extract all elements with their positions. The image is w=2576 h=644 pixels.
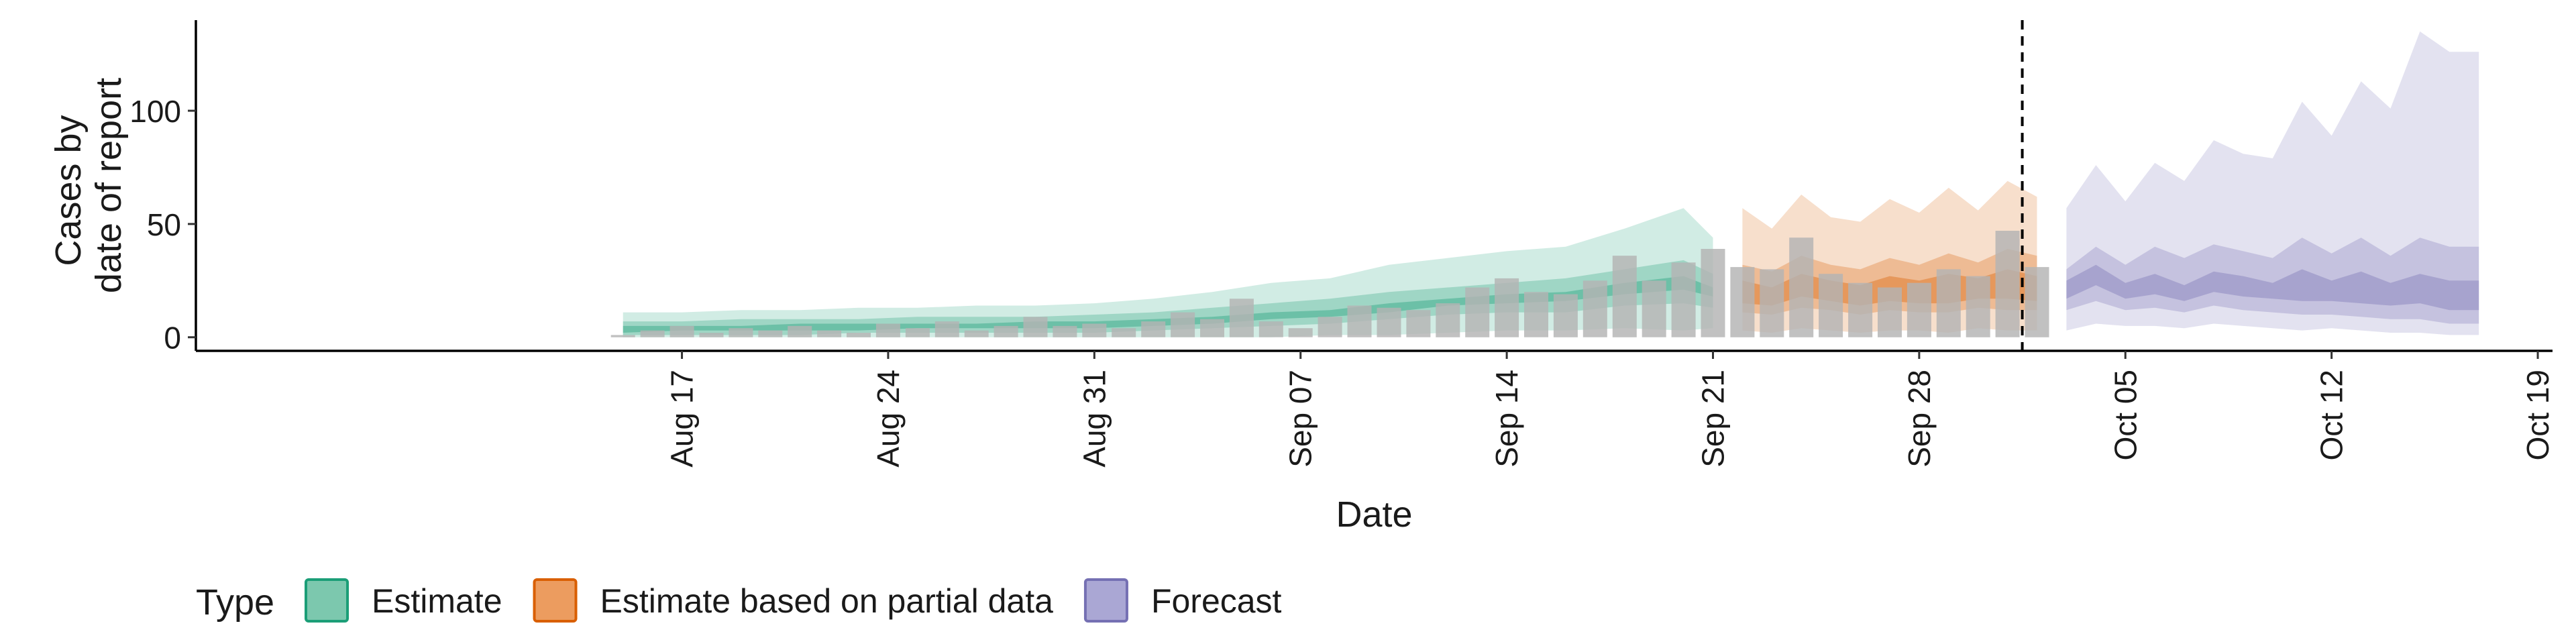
band-90: [1742, 180, 2037, 333]
legend-key-partial: [533, 578, 578, 623]
case-bar: [1760, 269, 1784, 337]
x-tick-label: Sep 21: [1695, 370, 1730, 468]
case-bar: [1995, 231, 2020, 337]
case-bar: [1288, 328, 1313, 337]
case-bar: [1318, 317, 1342, 337]
case-bar: [1966, 276, 1990, 337]
case-bar: [1171, 312, 1195, 337]
case-bar: [1141, 321, 1166, 337]
case-bar: [669, 325, 694, 337]
series-1: [1742, 180, 2037, 333]
case-bar: [964, 330, 989, 337]
case-bar: [1023, 317, 1048, 337]
y-axis-title-line-2: date of report: [89, 78, 129, 293]
band-50: [1742, 249, 2037, 315]
legend-key-forecast: [1083, 578, 1128, 623]
y-tick-label: 100: [129, 94, 181, 129]
case-bar: [1229, 299, 1254, 337]
x-tick-label: Sep 07: [1283, 370, 1318, 468]
case-bar: [934, 321, 959, 337]
legend-label: Forecast: [1151, 582, 1282, 620]
case-bar: [729, 328, 753, 337]
series-0: [623, 208, 1713, 337]
case-bar: [788, 325, 812, 337]
case-bar: [1642, 280, 1666, 337]
case-bar: [2025, 267, 2049, 337]
legend: Type Estimate Estimate based on partial d…: [196, 578, 1282, 623]
x-tick-label: Oct 05: [2108, 370, 2143, 461]
case-bar: [817, 330, 842, 337]
case-bar: [847, 333, 871, 337]
x-axis-title: Date: [1336, 494, 1412, 535]
band-90: [2066, 31, 2479, 335]
x-tick-label: Aug 24: [871, 370, 906, 468]
case-bar: [1936, 269, 1961, 337]
y-tick-label: 0: [164, 321, 181, 356]
series-2: [2066, 31, 2479, 335]
band-20: [2066, 264, 2479, 311]
case-bar: [1436, 303, 1460, 337]
case-bar: [758, 330, 783, 337]
case-bar: [1612, 256, 1637, 337]
case-bar: [1907, 282, 1931, 337]
x-tick-label: Sep 28: [1902, 370, 1937, 468]
case-bar: [1789, 237, 1814, 337]
case-bar: [699, 333, 724, 337]
band-20: [623, 276, 1713, 333]
case-bar: [1200, 319, 1224, 337]
case-bar: [1848, 282, 1873, 337]
case-bar: [1701, 249, 1725, 337]
legend-title: Type: [196, 582, 274, 623]
case-bar: [1112, 328, 1136, 337]
case-bar: [1671, 262, 1696, 337]
case-bar: [1406, 310, 1431, 337]
band-20: [1742, 269, 2037, 306]
x-tick-label: Oct 19: [2520, 370, 2555, 461]
case-bar: [1524, 292, 1548, 337]
plot-area: [610, 20, 2479, 351]
legend-key-estimate: [305, 578, 349, 623]
case-bar: [1258, 321, 1283, 337]
case-bar: [1465, 287, 1490, 337]
legend-label: Estimate based on partial data: [600, 582, 1054, 620]
case-bar: [610, 335, 635, 337]
case-bar: [1553, 294, 1578, 337]
case-bar: [1730, 267, 1755, 337]
x-tick-label: Aug 17: [665, 370, 700, 468]
case-bar: [1082, 323, 1107, 337]
case-bar: [1878, 287, 1902, 337]
case-bar: [994, 325, 1018, 337]
x-tick-label: Oct 12: [2314, 370, 2349, 461]
axes: 0 50 100 Aug 17 Aug 24 Aug 31 Sep 07 Sep 14 Sep …: [129, 20, 2555, 468]
case-bar: [1582, 280, 1607, 337]
case-bar: [640, 330, 665, 337]
legend-label: Estimate: [372, 582, 502, 620]
case-bar: [905, 328, 930, 337]
y-axis-title-line-1: Cases by: [48, 115, 89, 266]
case-bar: [1347, 305, 1372, 337]
case-bar: [1819, 274, 1843, 337]
case-bar: [1377, 307, 1401, 337]
case-bar: [1053, 325, 1077, 337]
x-tick-label: Aug 31: [1077, 370, 1112, 468]
band-50: [2066, 237, 2479, 324]
y-tick-label: 50: [147, 207, 181, 242]
x-tick-label: Sep 14: [1489, 370, 1524, 468]
y-axis-title: Cases by date of report: [48, 78, 129, 293]
case-bar: [1495, 278, 1519, 337]
case-bar: [875, 323, 900, 337]
